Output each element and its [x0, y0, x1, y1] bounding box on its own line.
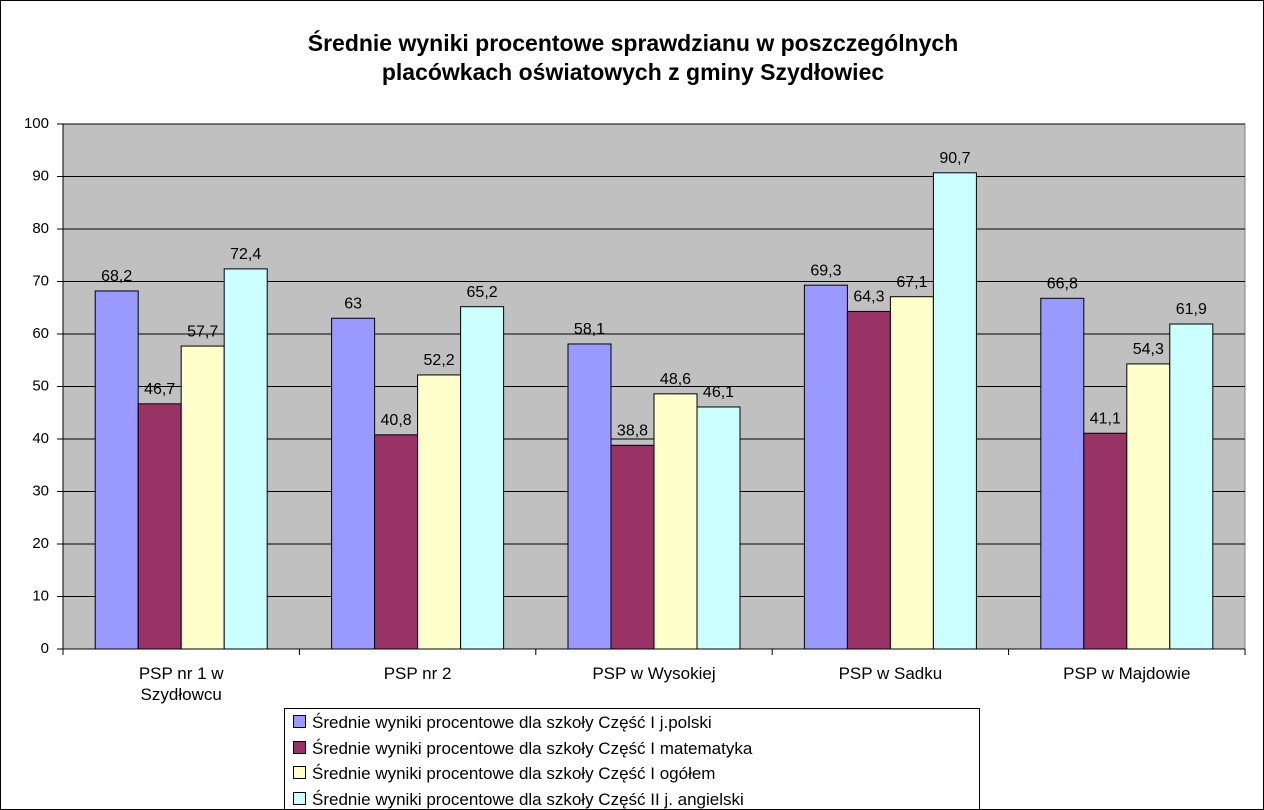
data-label: 63	[344, 295, 362, 312]
bar	[180, 345, 225, 650]
bar	[94, 290, 139, 650]
legend-swatch	[293, 740, 306, 754]
y-tick-label: 80	[32, 220, 49, 237]
x-tick-label: PSP w Sadku	[838, 664, 943, 683]
bar	[889, 296, 934, 650]
y-tick-label: 10	[32, 587, 49, 604]
bar	[803, 284, 848, 650]
data-label: 64,3	[853, 289, 884, 306]
data-label: 66,8	[1047, 276, 1078, 293]
data-label: 46,1	[703, 384, 734, 401]
bar	[1083, 432, 1128, 650]
y-tick-label: 20	[32, 535, 49, 552]
data-label: 90,7	[939, 150, 970, 167]
y-tick-label: 90	[32, 167, 49, 184]
legend-label: Średnie wyniki procentowe dla szkoły Czę…	[312, 713, 712, 732]
legend-item: Średnie wyniki procentowe dla szkoły Czę…	[293, 790, 744, 810]
y-tick-label: 30	[32, 482, 49, 499]
data-label: 40,8	[381, 412, 412, 429]
data-label: 72,4	[230, 246, 261, 263]
bar	[1169, 323, 1214, 650]
data-label: 52,2	[424, 352, 455, 369]
title-box: Średnie wyniki procentowe sprawdzianu w …	[1, 29, 1263, 87]
legend-swatch	[293, 791, 306, 805]
data-label: 46,7	[144, 381, 175, 398]
legend-item: Średnie wyniki procentowe dla szkoły Czę…	[293, 739, 752, 759]
bar	[374, 434, 419, 650]
bar	[653, 393, 698, 650]
legend-swatch	[293, 766, 306, 779]
legend: Średnie wyniki procentowe dla szkoły Czę…	[284, 708, 980, 810]
chart-title: Średnie wyniki procentowe sprawdzianu w …	[307, 30, 959, 85]
data-label: 58,1	[574, 321, 605, 338]
data-label: 41,1	[1090, 410, 1121, 427]
data-label: 68,2	[101, 268, 132, 285]
bar	[846, 310, 891, 650]
y-tick-label: 70	[32, 272, 49, 289]
legend-label: Średnie wyniki procentowe dla szkoły Czę…	[312, 764, 716, 783]
bar	[696, 406, 741, 650]
y-tick-label: 100	[24, 115, 49, 132]
x-tick-label: PSP w Wysokiej	[592, 664, 716, 683]
data-label: 54,3	[1133, 341, 1164, 358]
legend-label: Średnie wyniki procentowe dla szkoły Czę…	[312, 789, 744, 809]
y-tick-label: 40	[32, 430, 49, 447]
bar	[417, 374, 462, 650]
bar	[610, 444, 655, 650]
bar	[223, 268, 268, 650]
bar	[1126, 363, 1171, 650]
legend-item: Średnie wyniki procentowe dla szkoły Czę…	[293, 713, 712, 733]
x-tick-label: PSP nr 1 w Szydłowcu	[138, 664, 224, 704]
bar	[460, 306, 505, 650]
data-label: 38,8	[617, 423, 648, 440]
data-label: 69,3	[810, 262, 841, 279]
bar	[932, 172, 977, 650]
x-tick-label: PSP nr 2	[383, 664, 452, 683]
data-label: 65,2	[467, 284, 498, 301]
x-tick-label: PSP w Majdowie	[1063, 664, 1191, 683]
y-tick-label: 0	[41, 640, 49, 657]
data-label: 67,1	[896, 274, 927, 291]
legend-swatch	[293, 715, 306, 728]
bar	[331, 317, 376, 650]
bar	[137, 403, 182, 650]
legend-label: Średnie wyniki procentowe dla szkoły Czę…	[312, 738, 753, 758]
data-label: 61,9	[1176, 301, 1207, 318]
data-label: 57,7	[187, 323, 218, 340]
data-label: 48,6	[660, 371, 691, 388]
y-tick-label: 60	[32, 325, 49, 342]
legend-item: Średnie wyniki procentowe dla szkoły Czę…	[293, 764, 715, 784]
bar	[1040, 297, 1085, 650]
y-tick-label: 50	[32, 377, 49, 394]
bar	[567, 343, 612, 650]
